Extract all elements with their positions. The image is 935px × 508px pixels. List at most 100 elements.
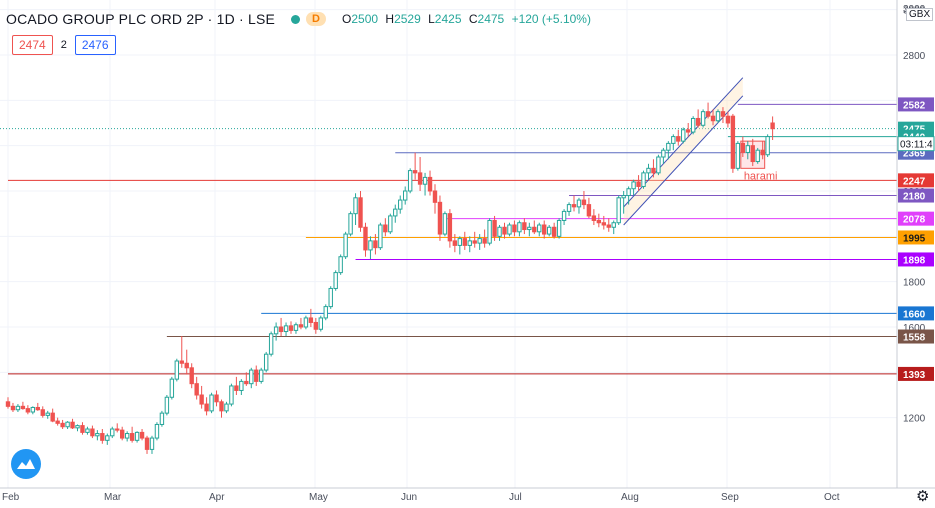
candle xyxy=(45,410,50,419)
candle-body xyxy=(472,240,477,244)
candle-body xyxy=(596,219,602,224)
level-label: 1660 xyxy=(903,309,926,320)
symbol-title[interactable]: OCADO GROUP PLC ORD 2P · 1D · LSE xyxy=(6,11,276,27)
candle xyxy=(10,402,16,412)
candle-body xyxy=(288,325,294,331)
time-tick-label: Mar xyxy=(104,492,122,503)
candle xyxy=(442,211,448,237)
candle-body xyxy=(522,222,527,231)
candle-body xyxy=(159,412,165,425)
candle-body xyxy=(209,394,214,412)
candle xyxy=(105,433,110,445)
candle-body xyxy=(184,362,189,369)
candle xyxy=(234,376,239,395)
candle-body xyxy=(656,156,661,174)
candle xyxy=(457,236,463,255)
candle xyxy=(124,431,130,442)
candle-body xyxy=(119,429,125,439)
candle xyxy=(700,109,706,128)
candle xyxy=(110,426,115,439)
candle-body xyxy=(95,433,100,437)
candle-body xyxy=(542,224,547,235)
candle-body xyxy=(244,380,249,385)
candle-body xyxy=(80,425,85,433)
candle-body xyxy=(259,369,264,382)
candle-body xyxy=(566,204,572,212)
candle-body xyxy=(502,226,507,235)
candle-body xyxy=(676,136,681,142)
candle-body xyxy=(124,433,130,439)
candle xyxy=(546,225,552,237)
level-label-bg xyxy=(898,329,934,344)
candle xyxy=(467,236,472,253)
candle xyxy=(318,315,323,332)
candle xyxy=(144,435,150,454)
candle xyxy=(65,421,70,429)
candle xyxy=(115,423,120,433)
time-tick-label: Jun xyxy=(401,492,417,503)
candle xyxy=(298,317,304,330)
sell-price-button[interactable]: 2474 xyxy=(12,35,53,55)
candle xyxy=(204,397,209,416)
candle xyxy=(209,392,214,414)
channel-fill xyxy=(623,77,743,226)
candle-body xyxy=(666,142,671,151)
level-label-bg xyxy=(898,230,934,245)
time-tick-label: Aug xyxy=(621,492,639,503)
candle xyxy=(576,197,582,214)
candle-body xyxy=(214,394,219,403)
candle-body xyxy=(482,238,487,244)
candle xyxy=(591,209,597,225)
candle-body xyxy=(606,224,611,228)
candle-body xyxy=(75,425,80,429)
candle xyxy=(100,429,105,444)
candle-body xyxy=(770,122,775,130)
level-label: 2180 xyxy=(903,192,926,203)
candle xyxy=(358,191,363,232)
candle-body xyxy=(229,385,234,405)
candle-body xyxy=(129,433,135,441)
candle-body xyxy=(398,199,403,210)
candle-body xyxy=(373,240,378,249)
candle xyxy=(765,134,770,157)
candle-body xyxy=(403,190,408,201)
candle xyxy=(363,222,368,257)
candle-body xyxy=(457,238,463,246)
candle xyxy=(676,129,681,146)
candle-body xyxy=(55,420,60,424)
candle-body xyxy=(631,181,636,190)
currency-label: GBX xyxy=(906,8,934,21)
candle xyxy=(199,385,204,409)
candle-body xyxy=(740,142,746,153)
candle xyxy=(313,317,319,334)
low-value: 2425 xyxy=(434,12,462,26)
candle-body xyxy=(353,197,358,215)
level-label: 1995 xyxy=(903,233,926,244)
candle xyxy=(373,234,378,255)
candle-body xyxy=(725,115,731,124)
candle xyxy=(606,218,611,232)
candle xyxy=(705,102,711,119)
tradingview-logo-icon[interactable] xyxy=(11,449,41,479)
settings-gear-icon[interactable]: ⚙ xyxy=(916,488,930,505)
candle-body xyxy=(239,380,244,391)
candle xyxy=(25,405,31,415)
buy-price-button[interactable]: 2476 xyxy=(74,35,116,55)
candle xyxy=(229,383,234,407)
high-value: 2529 xyxy=(394,12,421,26)
chart-header: OCADO GROUP PLC ORD 2P · 1D · LSE D O250… xyxy=(6,9,595,29)
candle-body xyxy=(700,111,706,126)
candle-body xyxy=(417,172,423,185)
chart-grid xyxy=(0,0,897,488)
candle xyxy=(681,127,686,144)
candle xyxy=(452,234,458,253)
candle xyxy=(427,170,433,196)
candle-body xyxy=(447,213,453,242)
candle xyxy=(517,220,522,237)
candle-body xyxy=(204,403,209,412)
candle-body xyxy=(432,190,438,203)
candle xyxy=(224,401,229,414)
candle xyxy=(581,191,587,210)
close-value: 2475 xyxy=(477,12,505,26)
